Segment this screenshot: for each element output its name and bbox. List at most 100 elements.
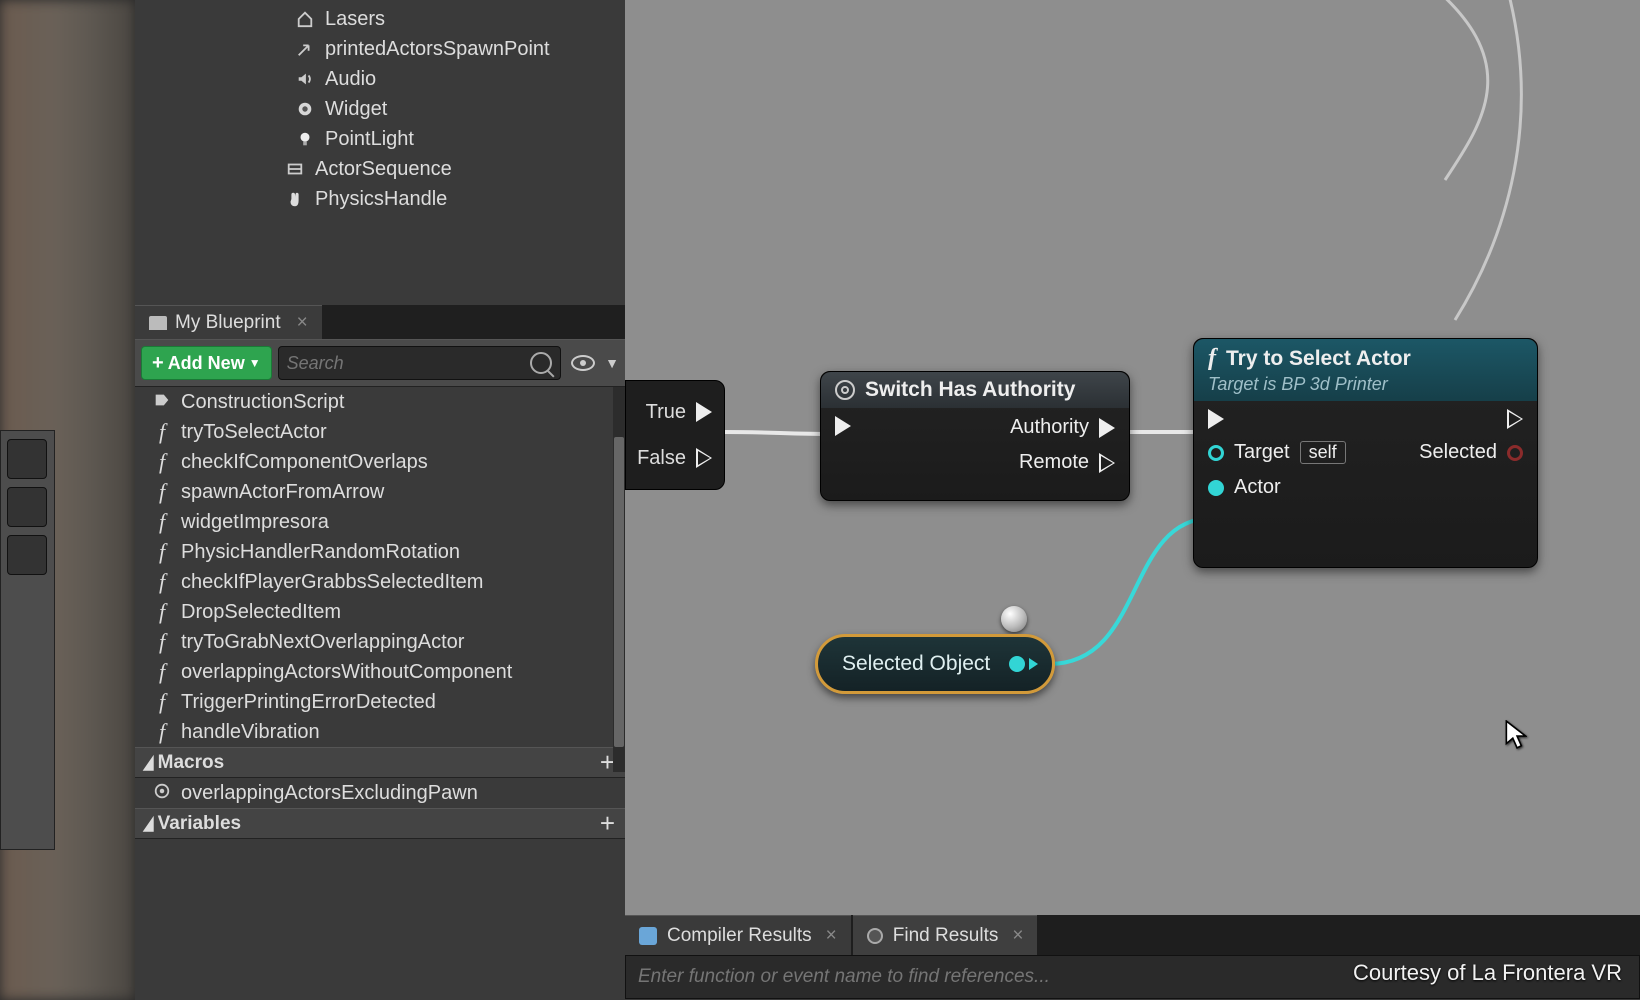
light-icon (295, 129, 315, 149)
function-item[interactable]: fTriggerPrintingErrorDetected (135, 687, 625, 717)
pin-actor[interactable]: Actor (1208, 476, 1346, 499)
plus-icon[interactable]: + (600, 808, 615, 839)
node-subtitle: Target is BP 3d Printer (1208, 374, 1523, 395)
search-field[interactable] (278, 346, 562, 380)
function-label: DropSelectedItem (181, 601, 341, 624)
function-item[interactable]: f DropSelectedItem (135, 597, 625, 627)
pin-target[interactable]: Target self (1208, 441, 1346, 464)
function-icon: f (153, 599, 171, 625)
mouse-cursor (1505, 720, 1527, 750)
function-item[interactable]: f checkIfPlayerGrabbsSelectedItem (135, 567, 625, 597)
component-item[interactable]: Widget (135, 94, 625, 124)
pin-true[interactable]: True (646, 401, 712, 424)
blueprint-toolbar: + Add New ▼ ▼ (135, 339, 625, 387)
function-label: checkIfPlayerGrabbsSelectedItem (181, 571, 483, 594)
blueprint-graph[interactable]: True False Switch Has Authority Authorit… (625, 0, 1640, 915)
function-item[interactable]: ftryToGrabNextOverlappingActor (135, 627, 625, 657)
component-label: ActorSequence (315, 158, 452, 181)
tab-label: My Blueprint (175, 312, 281, 334)
variable-label: Selected Object (842, 652, 990, 676)
scrollbar[interactable] (613, 387, 625, 772)
functions-panel: ConstructionScriptftryToSelectActorfchec… (135, 387, 625, 1000)
function-icon: f (153, 449, 171, 475)
data-pin-icon (1009, 656, 1025, 672)
function-icon: f (153, 509, 171, 535)
pin-selected[interactable]: Selected (1419, 441, 1523, 464)
category-macros[interactable]: ◢Macros + (135, 747, 625, 778)
scroll-thumb[interactable] (614, 437, 624, 747)
pin-false[interactable]: False (637, 447, 712, 470)
gear-icon (153, 780, 171, 806)
bottom-tabs: Compiler Results × Find Results × (625, 915, 1640, 955)
function-label: ConstructionScript (181, 391, 344, 414)
function-icon: f (153, 539, 171, 565)
node-branch-fragment[interactable]: True False (625, 380, 725, 490)
component-label: Lasers (325, 8, 385, 31)
search-icon (867, 928, 883, 944)
function-label: spawnActorFromArrow (181, 481, 384, 504)
component-label: PointLight (325, 128, 414, 151)
add-new-button[interactable]: + Add New ▼ (141, 346, 272, 380)
function-label: checkIfComponentOverlaps (181, 451, 428, 474)
function-item[interactable]: fPhysicHandlerRandomRotation (135, 537, 625, 567)
function-label: tryToSelectActor (181, 421, 327, 444)
function-item[interactable]: fspawnActorFromArrow (135, 477, 625, 507)
add-new-label: Add New (168, 353, 245, 374)
data-pin-icon (1507, 445, 1523, 461)
component-item[interactable]: PhysicsHandle (135, 184, 625, 214)
tab-my-blueprint[interactable]: My Blueprint × (135, 305, 322, 339)
category-variables[interactable]: ◢Variables + (135, 808, 625, 839)
function-item[interactable]: f widgetImpresora (135, 507, 625, 537)
pin-authority[interactable]: Authority (1010, 416, 1115, 439)
function-item[interactable]: f tryToSelectActor (135, 417, 625, 447)
component-item[interactable]: PointLight (135, 124, 625, 154)
chevron-right-icon (1029, 658, 1038, 670)
close-icon[interactable]: × (1012, 925, 1023, 947)
macro-item[interactable]: overlappingActorsExcludingPawn (135, 778, 625, 808)
exec-in-pin[interactable] (835, 416, 851, 436)
function-icon: f (153, 419, 171, 445)
node-selected-object-variable[interactable]: Selected Object (815, 634, 1055, 694)
film-icon (285, 159, 305, 179)
data-pin-icon (1208, 445, 1224, 461)
component-item[interactable]: Audio (135, 64, 625, 94)
arrow-icon (295, 39, 315, 59)
pin-remote[interactable]: Remote (1010, 451, 1115, 474)
component-item[interactable]: printedActorsSpawnPoint (135, 34, 625, 64)
function-label: overlappingActorsWithoutComponent (181, 661, 512, 684)
search-icon (530, 352, 552, 374)
component-item[interactable]: ActorSequence (135, 154, 625, 184)
function-icon: f (153, 719, 171, 745)
chevron-down-icon: ▼ (249, 356, 261, 370)
search-input[interactable] (287, 353, 531, 374)
function-icon: f (1208, 345, 1216, 372)
node-try-to-select-actor[interactable]: f Try to Select Actor Target is BP 3d Pr… (1193, 338, 1538, 568)
bottom-panel: Compiler Results × Find Results × (625, 915, 1640, 1000)
function-item[interactable]: ConstructionScript (135, 387, 625, 417)
exec-out-pin[interactable] (1419, 409, 1523, 429)
gear-icon (835, 380, 855, 400)
close-icon[interactable]: × (826, 925, 837, 947)
exec-in-pin[interactable] (1208, 409, 1346, 429)
eye-icon[interactable] (571, 355, 595, 371)
component-item[interactable]: Lasers (135, 4, 625, 34)
reroute-node[interactable] (1001, 606, 1027, 632)
function-item[interactable]: foverlappingActorsWithoutComponent (135, 657, 625, 687)
tab-find-results[interactable]: Find Results × (853, 915, 1038, 955)
component-label: Widget (325, 98, 387, 121)
function-label: widgetImpresora (181, 511, 329, 534)
data-pin-icon (1208, 480, 1224, 496)
function-icon: f (153, 689, 171, 715)
node-switch-has-authority[interactable]: Switch Has Authority Authority Remote (820, 371, 1130, 501)
graph-icon (153, 389, 171, 415)
close-icon[interactable]: × (297, 312, 308, 334)
tab-compiler-results[interactable]: Compiler Results × (625, 915, 851, 955)
exec-pin-icon (1099, 418, 1115, 438)
variable-output-pin[interactable] (1009, 656, 1038, 672)
chevron-down-icon[interactable]: ▼ (605, 355, 619, 371)
function-icon: f (153, 569, 171, 595)
component-label: PhysicsHandle (315, 188, 447, 211)
function-item[interactable]: fhandleVibration (135, 717, 625, 747)
function-item[interactable]: f checkIfComponentOverlaps (135, 447, 625, 477)
speaker-icon (295, 69, 315, 89)
